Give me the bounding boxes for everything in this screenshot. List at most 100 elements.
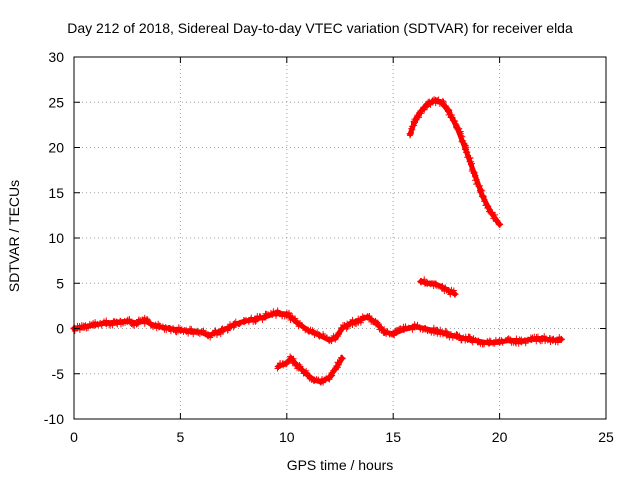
data-point xyxy=(522,340,529,347)
data-point xyxy=(534,333,541,340)
data-point-anchor xyxy=(557,335,565,343)
data-point-anchor xyxy=(304,372,312,380)
data-point-anchor xyxy=(421,325,429,332)
data-point-anchor xyxy=(91,321,99,329)
data-point-anchor xyxy=(155,323,163,331)
data-point-anchor xyxy=(123,317,131,325)
data-point-anchor xyxy=(176,326,184,334)
tick-layer: 0 5 10 15 20 25 -10 -5 0 5 10 15 20 25 30 xyxy=(44,49,614,445)
y-axis-label: SDTVAR / TECUs xyxy=(6,179,22,293)
data-point xyxy=(384,328,391,335)
data-point-anchor xyxy=(372,319,380,327)
y-tick-label: 5 xyxy=(56,275,64,291)
data-point-anchor xyxy=(445,286,453,294)
data-point-anchor xyxy=(210,329,218,337)
data-point xyxy=(298,366,305,373)
data-point-anchor xyxy=(479,192,487,200)
data-point xyxy=(299,322,306,329)
data-point-anchor xyxy=(432,327,440,335)
data-point-anchor xyxy=(204,332,212,340)
data-point xyxy=(335,361,342,368)
data-point xyxy=(195,330,202,337)
data-point-anchor xyxy=(347,319,355,327)
y-tick-label: 10 xyxy=(48,230,64,246)
chart-title: Day 212 of 2018, Sidereal Day-to-day VTE… xyxy=(67,20,573,36)
data-point xyxy=(378,324,385,331)
data-point xyxy=(297,363,304,370)
x-tick-label: 15 xyxy=(385,429,401,445)
data-point-anchor xyxy=(417,107,425,115)
data-layer xyxy=(70,96,565,386)
data-point-anchor xyxy=(538,334,546,342)
data-point-anchor xyxy=(432,96,440,104)
series-negative-dip-arc xyxy=(274,353,346,386)
data-point xyxy=(427,101,434,108)
y-tick-label: -10 xyxy=(44,411,64,427)
x-tick-label: 5 xyxy=(177,429,185,445)
data-point-anchor xyxy=(549,336,557,344)
data-point xyxy=(248,314,255,321)
data-point-anchor xyxy=(474,337,482,345)
data-point xyxy=(427,281,434,288)
data-point-anchor xyxy=(487,209,495,217)
data-point-anchor xyxy=(166,325,174,332)
data-point xyxy=(435,96,442,103)
data-point-anchor xyxy=(283,359,291,367)
data-point-anchor xyxy=(528,335,536,343)
series-short-arc xyxy=(417,276,459,298)
data-point-anchor xyxy=(230,321,238,329)
data-point xyxy=(409,126,416,133)
data-point-anchor xyxy=(338,325,346,332)
data-point-anchor xyxy=(240,317,248,325)
x-tick-label: 20 xyxy=(492,429,508,445)
data-point-anchor xyxy=(134,319,142,327)
y-tick-label: 20 xyxy=(48,140,64,156)
data-point xyxy=(513,335,520,342)
data-point xyxy=(269,312,276,319)
data-point-anchor xyxy=(453,124,461,132)
data-point-anchor xyxy=(442,330,450,338)
data-point-anchor xyxy=(464,335,472,343)
data-point xyxy=(443,103,450,110)
data-point-anchor xyxy=(325,373,333,381)
data-point xyxy=(109,322,116,329)
data-point-anchor xyxy=(453,333,461,341)
data-point-anchor xyxy=(364,313,372,321)
data-point-anchor xyxy=(140,316,148,324)
x-tick-label: 25 xyxy=(598,429,614,445)
data-point xyxy=(162,324,169,331)
data-point-anchor xyxy=(470,169,478,177)
data-point-anchor xyxy=(293,362,301,370)
data-point-anchor xyxy=(445,107,453,115)
data-point-anchor xyxy=(81,323,89,331)
series-main-arc xyxy=(70,307,565,348)
data-point-anchor xyxy=(187,327,195,335)
data-point xyxy=(469,160,475,167)
data-point xyxy=(300,324,307,331)
data-point xyxy=(442,327,449,334)
data-point xyxy=(407,129,414,136)
data-point xyxy=(472,174,479,181)
data-point-anchor xyxy=(423,100,431,108)
data-point xyxy=(473,176,480,183)
data-point xyxy=(217,331,224,338)
data-point xyxy=(456,129,463,136)
data-point-anchor xyxy=(462,145,470,153)
data-point-anchor xyxy=(274,363,282,371)
data-point-anchor xyxy=(325,336,333,344)
data-point-anchor xyxy=(496,338,504,346)
data-point-anchor xyxy=(283,310,291,318)
data-point-anchor xyxy=(272,309,280,317)
x-tick-label: 10 xyxy=(279,429,295,445)
data-point-anchor xyxy=(410,323,418,331)
data-point-anchor xyxy=(102,319,110,327)
y-tick-label: 0 xyxy=(56,321,64,337)
data-point-anchor xyxy=(438,99,446,107)
data-point xyxy=(494,217,501,224)
data-point-anchor xyxy=(438,283,446,291)
data-point xyxy=(76,326,83,333)
data-point-anchor xyxy=(338,354,346,362)
data-point xyxy=(369,318,376,325)
data-point-anchor xyxy=(517,337,525,345)
